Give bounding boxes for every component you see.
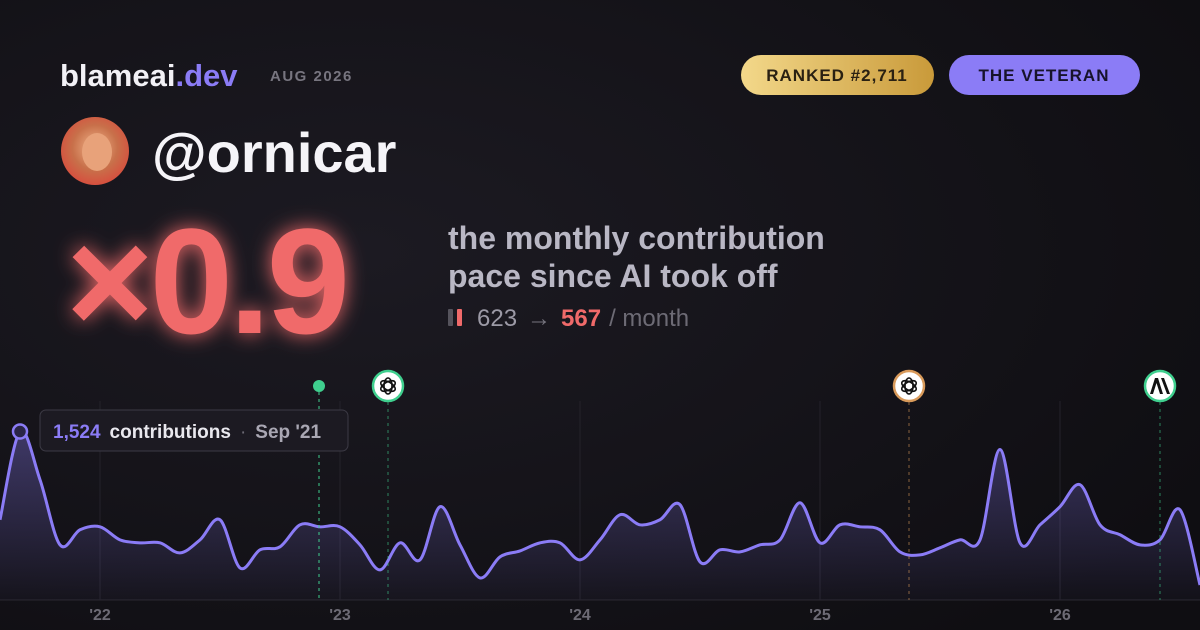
pace-icon — [448, 309, 453, 326]
tooltip-value: 1,524 — [53, 422, 101, 443]
tooltip-text: 1,524 contributions · Sep '21 — [53, 422, 321, 443]
area — [0, 430, 1200, 600]
persona-text: THE VETERAN — [979, 66, 1110, 85]
x-tick-label: '23 — [329, 607, 351, 624]
line — [0, 429, 1200, 586]
tooltip-date: Sep '21 — [255, 422, 321, 443]
openai-icon — [371, 369, 405, 403]
tooltip-separator: · — [240, 422, 246, 443]
anthropic-icon — [1143, 369, 1177, 403]
brand-tld: .dev — [175, 58, 238, 93]
x-tick-label: '22 — [89, 607, 111, 624]
caption: pace since AI took off — [448, 258, 778, 294]
tooltip-unit: contributions — [110, 422, 231, 443]
pace-icon — [457, 309, 462, 326]
persona-badge — [949, 55, 1140, 95]
avatar-face — [82, 133, 112, 171]
x-tick-label: '25 — [809, 607, 831, 624]
tooltip: 1,524 contributions · Sep '21 — [39, 409, 349, 452]
date: AUG 2026 — [270, 68, 353, 85]
caption: the monthly contribution — [448, 220, 825, 256]
event-markers — [313, 369, 1177, 600]
multiplier: ×0.9 — [66, 197, 346, 365]
pace-arrow: → — [527, 305, 551, 332]
rank-badge — [741, 55, 934, 95]
x-tick-label: '24 — [569, 607, 591, 624]
handle: @ornicar — [152, 121, 396, 184]
pace-after: 567 — [561, 305, 601, 332]
x-tick-label: '26 — [1049, 607, 1071, 624]
brand-name: blameai — [60, 58, 175, 93]
tooltip-box — [39, 409, 349, 452]
pace-unit: / month — [609, 305, 689, 332]
plot: '22 '23 '24 '25 '26 — [0, 401, 1200, 624]
pace: 623 → 567 / month — [477, 305, 689, 332]
openai-icon — [892, 369, 926, 403]
event-dot — [313, 380, 325, 392]
pace-before: 623 — [477, 305, 517, 332]
brand: blameai.dev — [60, 58, 238, 93]
peak-marker — [11, 423, 29, 440]
rank-text: RANKED #2,711 — [766, 66, 908, 85]
